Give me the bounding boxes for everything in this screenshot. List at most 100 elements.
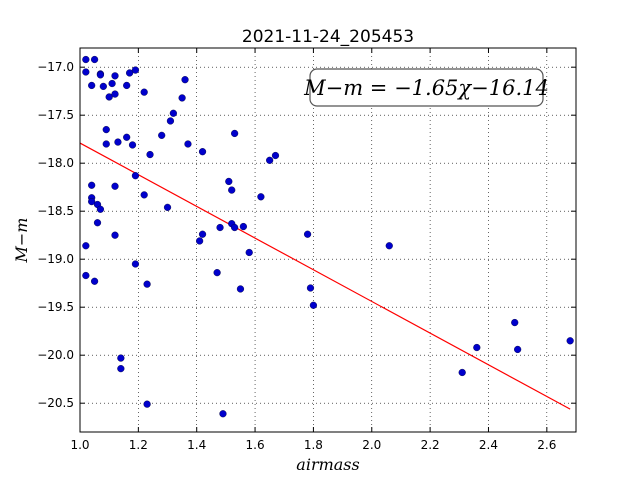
grid	[80, 48, 576, 432]
data-point	[140, 88, 148, 96]
y-tick-label: −18.0	[37, 156, 74, 170]
data-point	[231, 223, 239, 232]
y-tick-label: −18.5	[37, 204, 74, 218]
x-tick-label: 1.0	[70, 438, 89, 452]
x-tick-label: 1.4	[187, 438, 206, 452]
data-point	[117, 365, 125, 373]
y-tick-labels: −17.0 −17.5 −18.0 −18.5 −19.0 −19.5 −20.0 −20.5	[37, 60, 74, 410]
fit-line	[79, 142, 571, 410]
fit-annotation: M−m = −1.65χ−16.14	[303, 68, 549, 107]
x-tick-labels: 1.0 1.2 1.4 1.6 1.8 2.0 2.2 2.4 2.6	[70, 438, 556, 452]
data-point	[90, 55, 99, 64]
data-point	[123, 81, 131, 90]
data-point	[82, 68, 90, 76]
data-point	[473, 343, 481, 352]
y-tick-label: −19.0	[37, 252, 74, 266]
x-tick-label: 2.2	[421, 438, 440, 452]
data-point	[385, 242, 393, 250]
data-point	[105, 93, 113, 101]
data-point	[236, 285, 245, 293]
annotation-box	[309, 68, 544, 107]
x-tick-label: 2.0	[362, 438, 381, 452]
data-point	[96, 71, 105, 79]
data-point	[93, 219, 102, 227]
y-tick-label: −17.0	[37, 60, 74, 74]
data-point	[231, 129, 239, 138]
data-point	[196, 237, 204, 245]
data-point	[216, 223, 224, 232]
data-point	[146, 150, 154, 159]
data-point	[257, 193, 265, 201]
data-point	[511, 318, 519, 327]
data-point	[88, 181, 96, 189]
data-point	[158, 131, 166, 139]
data-point	[82, 242, 90, 250]
data-point	[102, 126, 110, 134]
data-point	[143, 280, 151, 288]
x-tick-label: 1.8	[304, 438, 323, 452]
data-point	[88, 81, 96, 90]
data-point	[131, 66, 140, 74]
data-point	[128, 141, 137, 149]
data-point	[126, 69, 134, 77]
data-point	[140, 191, 148, 199]
data-point	[111, 90, 119, 98]
data-point	[566, 337, 574, 345]
data-point	[198, 230, 207, 238]
data-point	[117, 354, 125, 362]
data-point	[303, 230, 312, 238]
data-point	[90, 277, 99, 285]
data-point	[198, 148, 207, 156]
y-tick-label: −17.5	[37, 108, 74, 122]
data-point	[114, 138, 122, 146]
x-tick-label: 1.2	[129, 438, 148, 452]
data-point	[111, 182, 119, 190]
axis-ticks	[79, 48, 576, 432]
data-point	[309, 301, 318, 309]
data-point	[102, 140, 110, 148]
data-point	[271, 151, 280, 160]
data-point	[123, 133, 131, 141]
data-point	[163, 203, 172, 211]
data-point	[96, 205, 105, 213]
data-point	[178, 94, 186, 102]
y-tick-label: −20.0	[37, 348, 74, 362]
y-tick-label: −19.5	[37, 300, 74, 314]
data-point	[108, 79, 116, 88]
y-axis-label: M−m	[12, 218, 31, 264]
data-point	[228, 186, 236, 194]
data-point	[88, 198, 96, 206]
data-point	[131, 260, 140, 268]
y-tick-label: −20.5	[37, 396, 74, 410]
data-point	[99, 82, 107, 91]
fit-line-group	[79, 142, 571, 410]
x-tick-label: 1.6	[246, 438, 265, 452]
data-point	[514, 345, 522, 354]
data-point	[181, 76, 189, 84]
data-point	[111, 231, 119, 239]
data-point	[266, 156, 274, 164]
data-point	[166, 117, 175, 125]
data-point	[184, 140, 192, 148]
data-point	[82, 55, 90, 64]
data-point	[245, 248, 253, 257]
data-point	[225, 177, 233, 186]
data-point	[169, 109, 177, 117]
data-point	[111, 72, 119, 80]
data-point	[213, 269, 221, 277]
data-point	[143, 400, 151, 408]
chart-title: 2021-11-24_205453	[242, 27, 414, 47]
x-tick-label: 2.4	[479, 438, 498, 452]
data-point	[306, 284, 315, 292]
data-point	[219, 410, 227, 418]
data-point	[131, 172, 140, 180]
data-point	[458, 368, 466, 377]
data-point	[82, 271, 90, 280]
plot-frame	[79, 47, 577, 433]
x-axis-label: airmass	[296, 455, 359, 474]
x-tick-label: 2.6	[537, 438, 556, 452]
fit-equation: M−m = −1.65χ−16.14	[303, 76, 549, 100]
data-point	[239, 222, 247, 231]
points-group	[82, 55, 574, 418]
